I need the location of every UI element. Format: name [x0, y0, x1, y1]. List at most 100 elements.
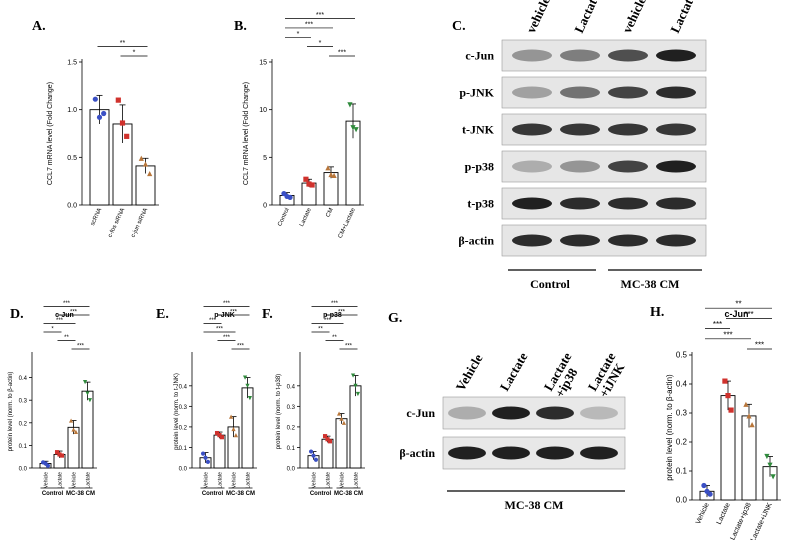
blot-band — [560, 234, 600, 247]
data-point — [303, 176, 309, 182]
y-axis-label: protein level (norm. to t-JNK) — [174, 373, 180, 450]
panel-letters: A. B. C. D. E. F. G. H. — [10, 19, 664, 326]
data-point — [309, 182, 315, 188]
data-point — [350, 125, 356, 131]
data-point — [219, 435, 225, 440]
lane-label: vehicle — [619, 0, 649, 35]
x-tick-label: c-fos siRNA — [107, 207, 126, 238]
y-tick-label: 0 — [263, 203, 267, 210]
x-tick-label: CM — [325, 207, 334, 218]
y-tick-label: 0.2 — [287, 425, 296, 431]
data-point — [347, 102, 353, 108]
data-point — [205, 459, 211, 464]
blot-g: Vehicle Lactate Lactate+ip38 Lactate+iJNK c-… — [399, 350, 627, 512]
lane-label: Vehicle — [453, 351, 486, 393]
data-point — [327, 439, 333, 444]
panel-letter-a: A. — [32, 19, 46, 34]
significance-label: *** — [723, 330, 732, 339]
data-point — [722, 378, 728, 384]
significance-label: *** — [305, 21, 313, 28]
data-point — [328, 171, 334, 178]
y-tick-label: 0.4 — [676, 380, 688, 389]
data-point — [339, 416, 344, 421]
blot-row-label: p-p38 — [465, 160, 494, 174]
data-point — [57, 452, 62, 457]
x-tick-label: Vehicle — [312, 472, 318, 488]
y-tick-label: 1.0 — [67, 107, 77, 114]
data-point — [350, 373, 356, 378]
y-tick-label: 10 — [259, 107, 267, 114]
group-label: MC-38 CM — [66, 491, 95, 497]
x-tick-label: Control — [277, 207, 291, 227]
data-point — [308, 449, 314, 454]
significance-label: ** — [120, 40, 126, 47]
significance-label: * — [319, 40, 322, 47]
blot-band — [512, 234, 552, 247]
blot-band — [448, 406, 486, 420]
bar — [81, 390, 94, 469]
blot-band — [656, 123, 696, 136]
chart-title: c-Jun — [724, 309, 748, 319]
bar — [321, 438, 334, 469]
significance-label: ** — [318, 327, 323, 333]
x-tick-label: Vehicle — [204, 472, 210, 488]
x-tick-label: Vehicle — [44, 472, 50, 488]
data-point — [203, 455, 208, 460]
lane-label-line: Vehicle — [453, 351, 486, 393]
blot-row-label: c-Jun — [406, 406, 435, 420]
lane-label: Lactate — [571, 0, 602, 35]
chart-d: 0.0 0.1 0.2 0.3 0.4 protein level (norm. to β… — [8, 301, 97, 497]
significance-label: *** — [338, 50, 346, 57]
x-tick-label: Lactate+iJNK — [750, 502, 774, 540]
data-point — [233, 433, 239, 438]
data-point — [743, 401, 749, 407]
data-point — [228, 414, 234, 419]
data-point — [322, 434, 328, 439]
data-point — [82, 380, 88, 385]
significance-label: *** — [345, 344, 353, 350]
y-tick-label: 0.5 — [676, 351, 688, 360]
y-tick-label: 0.0 — [67, 203, 77, 210]
group-label: Control — [530, 277, 570, 291]
x-tick-label: c-jun siRNA — [130, 207, 149, 238]
data-point — [96, 114, 103, 120]
blot-band — [608, 197, 648, 210]
y-tick-label: 5 — [263, 155, 267, 162]
y-tick-label: 0.0 — [287, 467, 296, 473]
y-tick-label: 0.1 — [676, 467, 688, 476]
blot-band — [512, 123, 552, 136]
data-point — [767, 462, 773, 468]
y-tick-label: 0.3 — [676, 409, 688, 418]
blot-band — [536, 406, 574, 420]
significance-label: *** — [63, 301, 71, 307]
chart-f: 0.0 0.1 0.2 0.3 0.4 protein level (norm. to t… — [276, 301, 365, 497]
data-point — [115, 97, 121, 103]
y-tick-label: 0.3 — [179, 405, 188, 411]
data-point — [746, 413, 752, 419]
blot-band — [608, 86, 648, 99]
blot-band — [536, 446, 574, 460]
blot-band — [560, 160, 600, 173]
y-tick-label: 0.4 — [19, 376, 28, 382]
blot-row-label: t-p38 — [467, 197, 494, 211]
data-point — [147, 170, 153, 177]
charts-layer: 0.0 0.5 1.0 1.5 CCL7 mRNA level (Fold Change… — [8, 12, 781, 540]
significance-label: *** — [338, 310, 346, 316]
y-tick-label: 15 — [259, 60, 267, 67]
blot-band — [656, 234, 696, 247]
data-point — [725, 393, 731, 399]
data-point — [311, 453, 316, 458]
y-tick-label: 0.1 — [19, 444, 28, 450]
blots-layer: vehicle Lactate vehicle Lactate c-Jun p-JNK t-… — [399, 0, 707, 512]
chart-h: 0.0 0.1 0.2 0.3 0.4 0.5 protein level (norm. t… — [665, 300, 781, 540]
panel-letter-e: E. — [156, 307, 169, 322]
blot-band — [656, 160, 696, 173]
x-tick-label: Lactate — [246, 472, 252, 489]
chart-title: p-JNK — [214, 312, 235, 319]
significance-label: *** — [77, 344, 85, 350]
x-tick-label: Lactate — [58, 472, 64, 489]
blot-row-label: β-actin — [399, 446, 435, 460]
data-point — [242, 375, 248, 380]
group-label: MC-38 CM — [226, 491, 255, 497]
